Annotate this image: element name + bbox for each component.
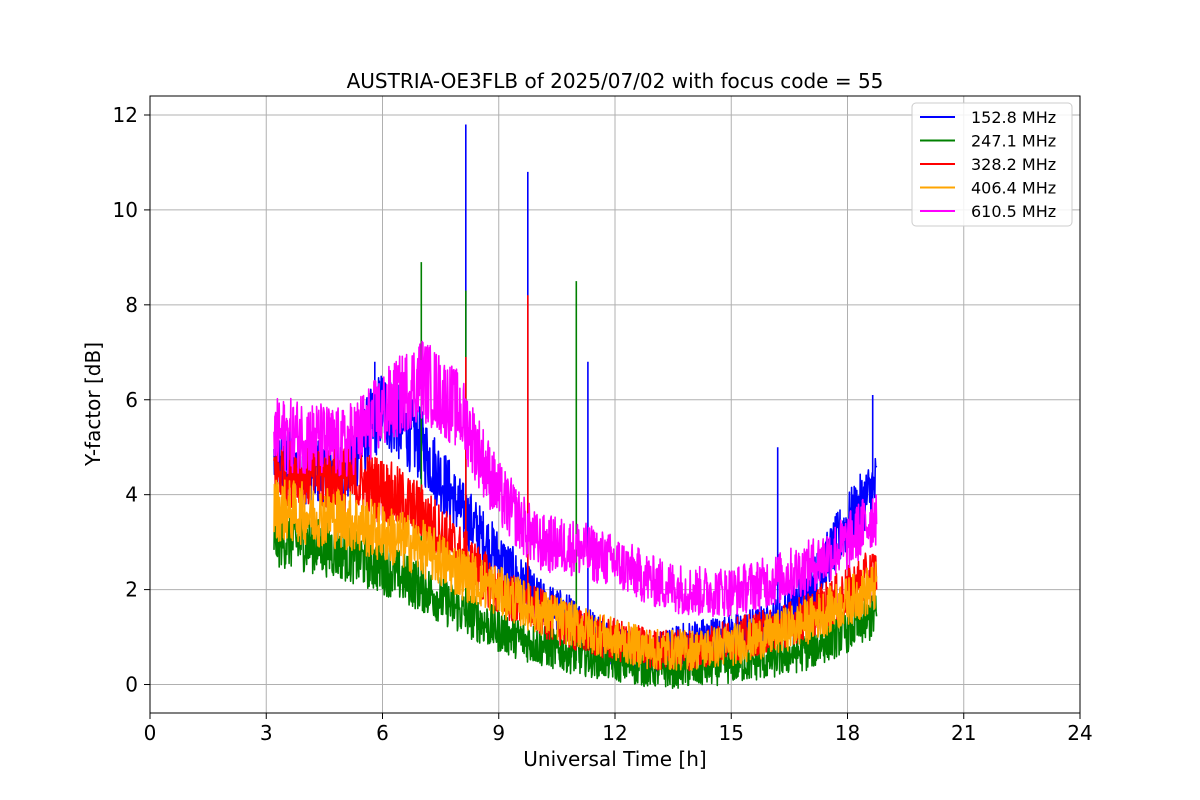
x-axis-ticks: 0 3 6 9 12 15 18 21 24 (144, 713, 1093, 745)
y-tick-label: 6 (125, 388, 138, 412)
legend-label-328-2: 328.2 MHz (971, 155, 1056, 174)
y-tick-label: 12 (113, 103, 138, 127)
legend-box (911, 102, 1073, 227)
y-axis-label: Y-factor [dB] (81, 342, 105, 467)
y-tick-label: 2 (125, 578, 138, 602)
y-tick-label: 0 (125, 673, 138, 697)
x-axis-label: Universal Time [h] (523, 747, 706, 771)
x-tick-label: 3 (260, 721, 273, 745)
x-tick-label: 15 (719, 721, 744, 745)
series-line-406-4 (273, 479, 878, 671)
x-tick-label: 18 (835, 721, 860, 745)
series-line-610-5 (273, 340, 878, 618)
y-tick-label: 4 (125, 483, 138, 507)
y-tick-label: 10 (113, 198, 138, 222)
legend-label-152-8: 152.8 MHz (971, 108, 1056, 127)
x-tick-label: 6 (376, 721, 389, 745)
legend-label-247-1: 247.1 MHz (971, 132, 1056, 151)
legend: 152.8 MHz 247.1 MHz 328.2 MHz 406.4 MHz 610.… (911, 102, 1073, 227)
x-tick-label: 24 (1067, 721, 1092, 745)
series-lines (273, 124, 878, 689)
legend-label-610-5: 610.5 MHz (971, 202, 1056, 221)
x-tick-label: 9 (492, 721, 505, 745)
legend-label-406-4: 406.4 MHz (971, 179, 1056, 198)
x-tick-label: 0 (144, 721, 157, 745)
chart-title: AUSTRIA-OE3FLB of 2025/07/02 with focus … (347, 69, 884, 93)
x-tick-label: 21 (951, 721, 976, 745)
y-axis-ticks: 0 2 4 6 8 10 12 (113, 103, 150, 697)
y-tick-label: 8 (125, 293, 138, 317)
x-tick-label: 12 (602, 721, 627, 745)
